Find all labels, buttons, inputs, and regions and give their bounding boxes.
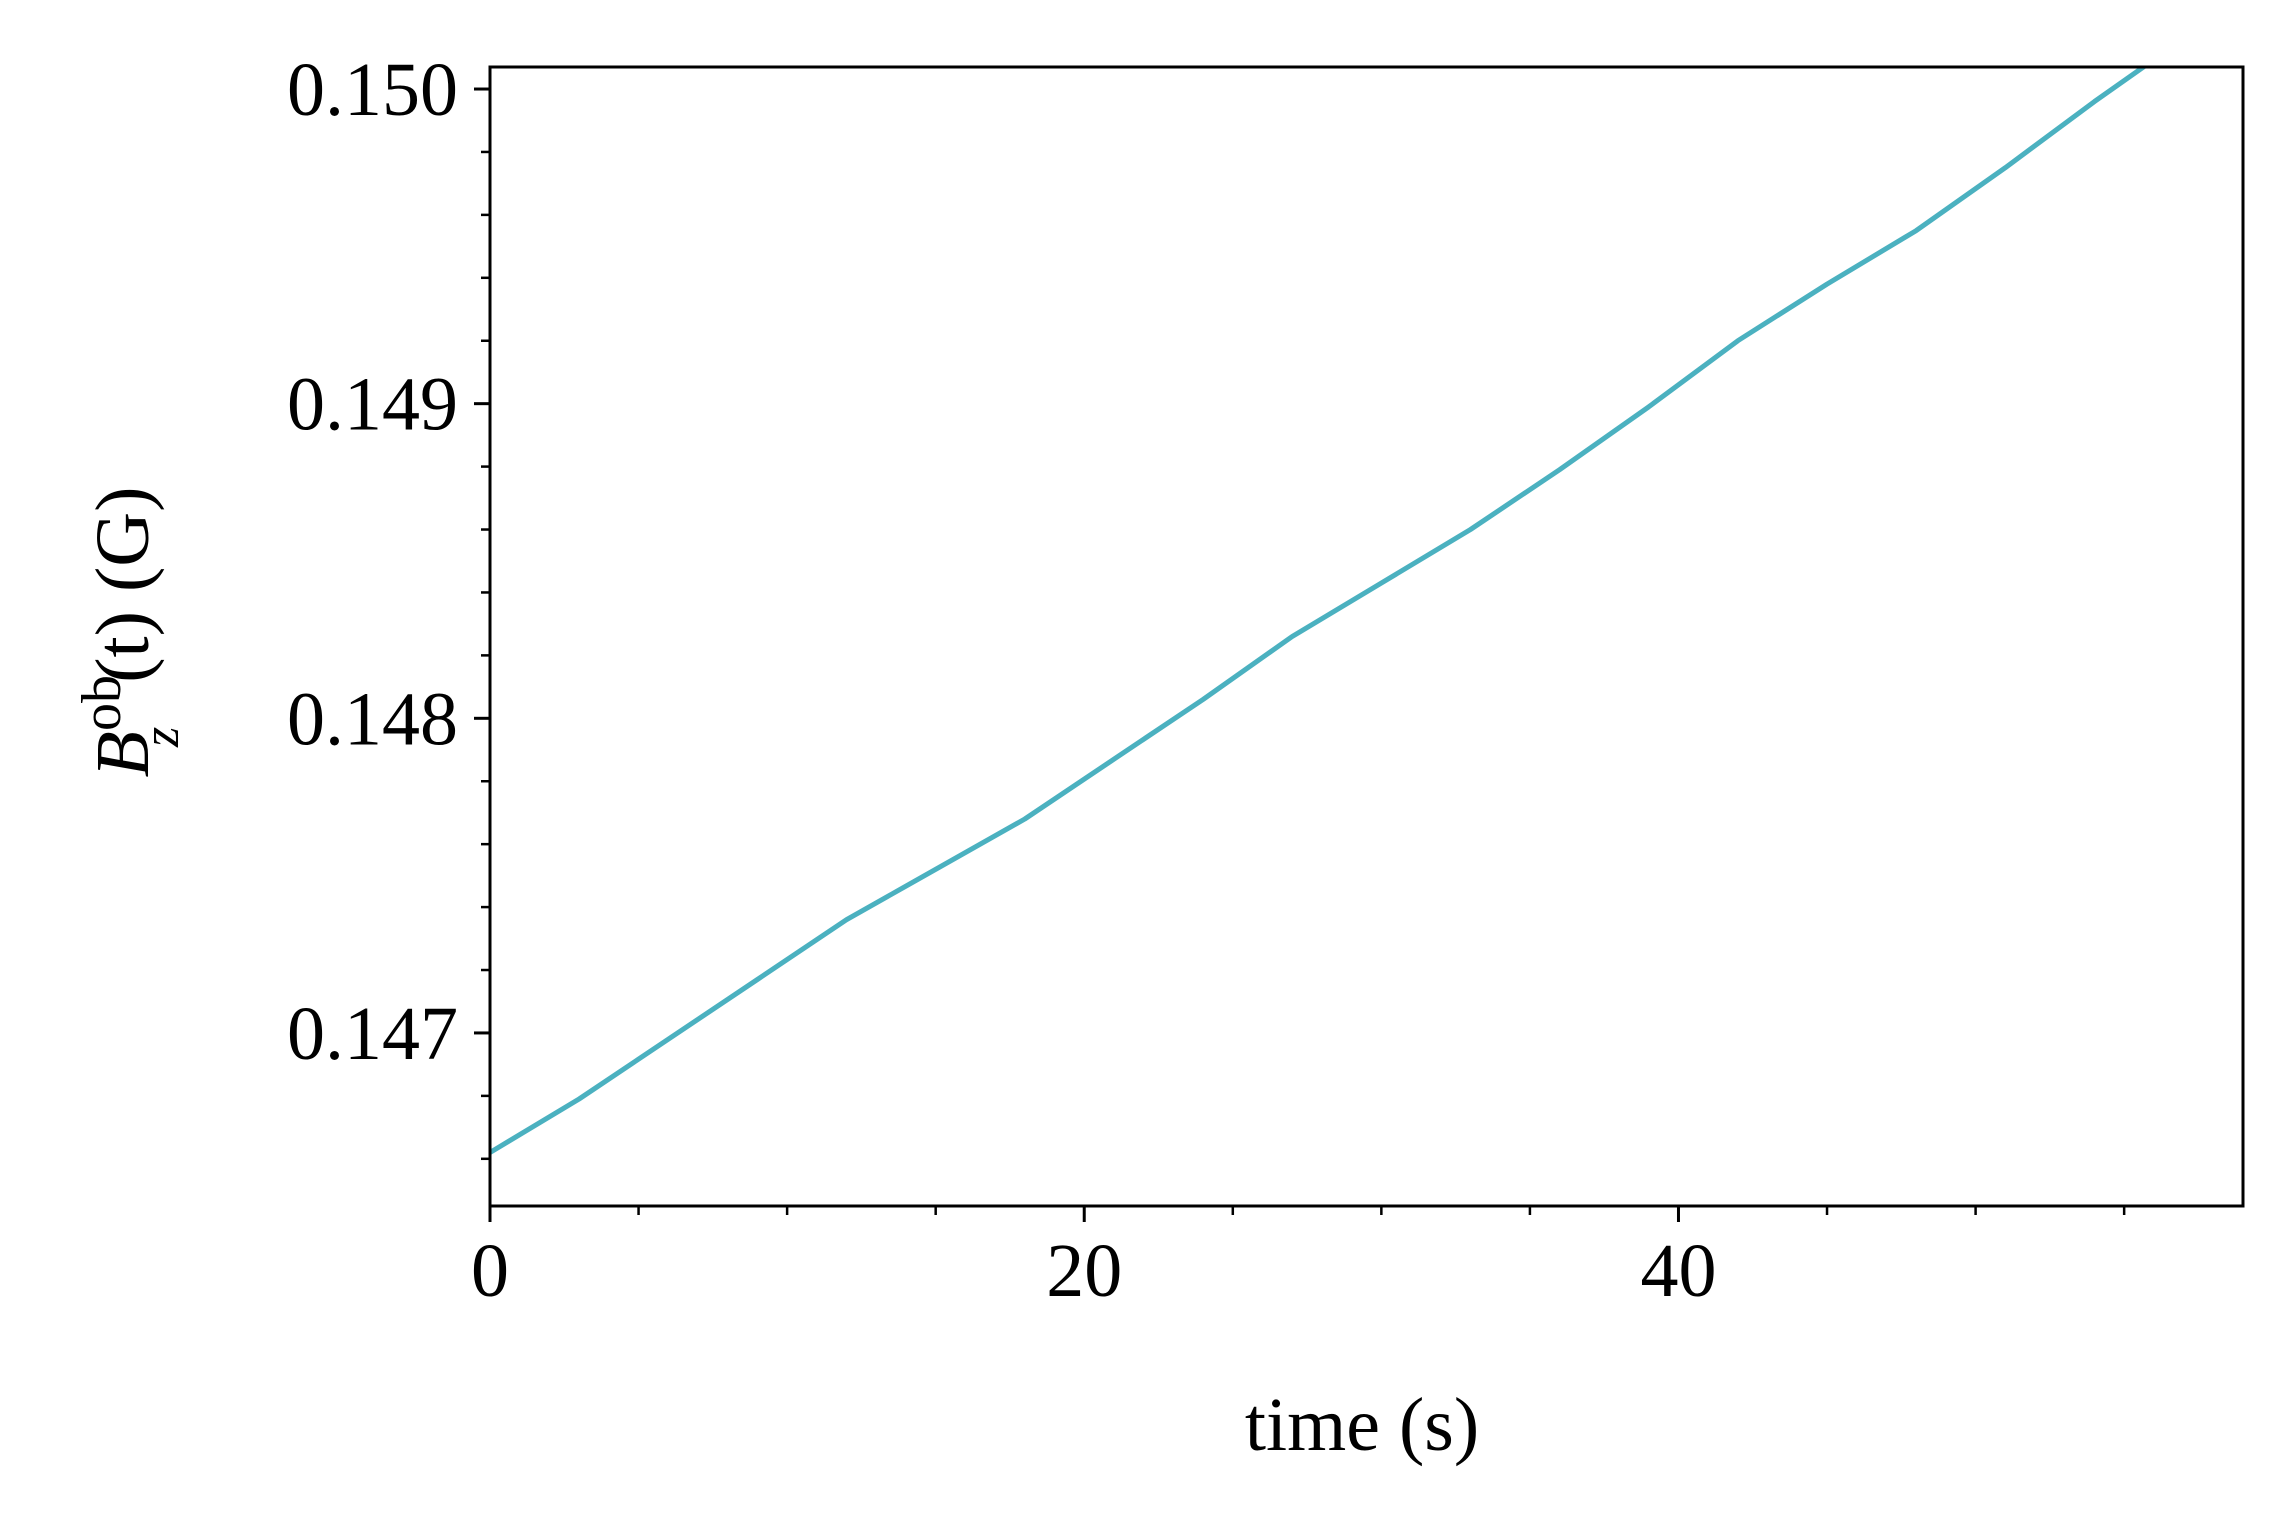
y-label-unit: (G) — [81, 487, 165, 612]
y-label-superscript: ob — [71, 675, 133, 731]
y-label-subscript: z — [133, 727, 190, 748]
y-tick-label: 0.147 — [287, 992, 458, 1076]
y-tick-label: 0.150 — [287, 48, 458, 132]
x-tick-label: 0 — [471, 1229, 509, 1313]
x-tick-label: 20 — [1046, 1229, 1122, 1313]
plot-area — [488, 65, 2245, 1208]
x-axis: 0 20 40 — [471, 1206, 2126, 1313]
y-axis-label: Bobz (t) (G) — [71, 487, 190, 778]
y-label-base: B — [81, 731, 165, 777]
series-line-0 — [490, 67, 2148, 1155]
x-axis-label: time (s) — [1245, 1383, 1479, 1467]
y-axis: 0.147 0.148 0.149 0.150 — [287, 48, 490, 1161]
y-label-argument: (t) — [81, 611, 165, 683]
y-tick-label: 0.148 — [287, 677, 458, 761]
axes-frame — [488, 65, 2245, 1208]
x-tick-label: 40 — [1640, 1229, 1716, 1313]
y-tick-label: 0.149 — [287, 363, 458, 447]
